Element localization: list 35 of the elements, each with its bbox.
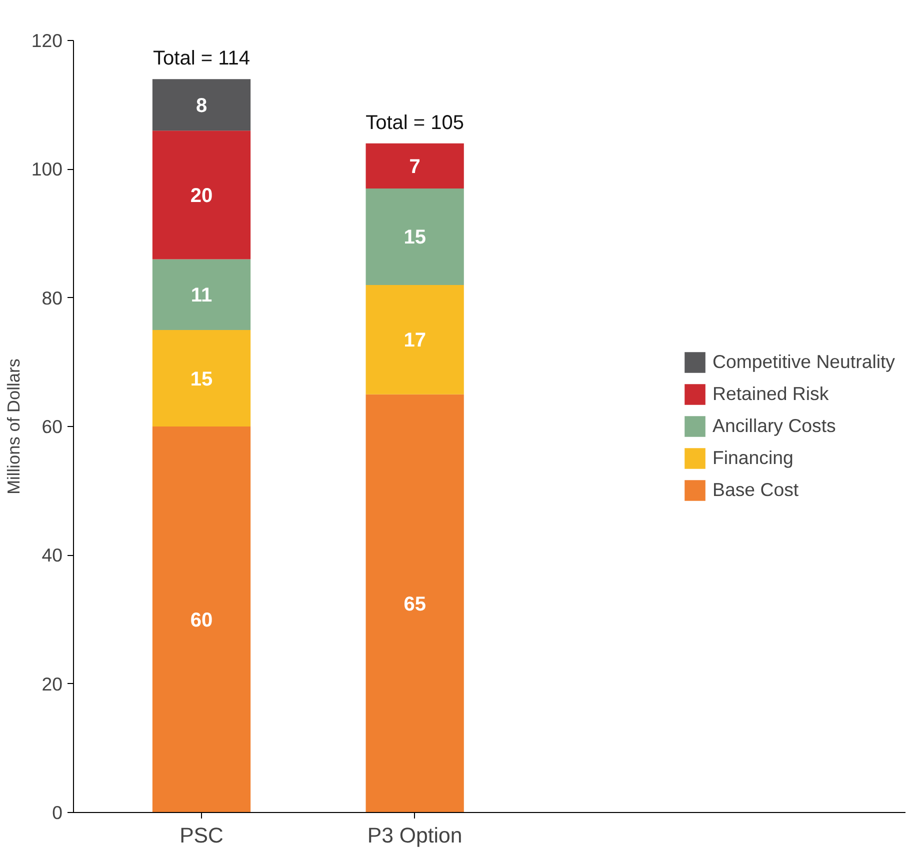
data-label: 65: [404, 593, 426, 616]
legend-label: Retained Risk: [712, 383, 829, 405]
data-label: 60: [190, 610, 213, 632]
bar: [366, 284, 464, 394]
data-label: 15: [190, 368, 213, 390]
x-tick-label: P3 Option: [367, 824, 462, 848]
legend-label: Financing: [712, 447, 794, 469]
y-tick-label: 40: [42, 544, 63, 566]
data-label: 11: [190, 284, 212, 307]
bar: [152, 79, 251, 131]
x-tick-label: PSC: [180, 824, 224, 848]
total-label: Total = 105: [366, 112, 464, 134]
legend-label: Ancillary Costs: [712, 415, 836, 437]
legend-label: Competitive Neutrality: [712, 351, 895, 373]
y-tick-label: 0: [52, 802, 63, 823]
bar: [152, 130, 251, 260]
bar: [152, 259, 251, 330]
data-label: 8: [196, 94, 208, 117]
bar: [366, 143, 464, 188]
bar: [152, 330, 251, 426]
data-label: 7: [409, 156, 420, 178]
y-tick-label: 100: [31, 158, 63, 180]
y-tick-label: 60: [42, 416, 63, 437]
data-label: 20: [190, 184, 213, 207]
bar: [152, 426, 251, 812]
y-tick-label: 120: [31, 30, 63, 51]
y-tick-label: 80: [42, 287, 63, 308]
total-label: Total = 114: [153, 47, 250, 70]
y-tick-label: 20: [42, 673, 63, 694]
data-label: 15: [404, 226, 426, 249]
bar: [366, 394, 464, 812]
y-axis-title: Millions of Dollars: [3, 358, 24, 494]
bar: [366, 188, 464, 285]
legend-label: Base Cost: [712, 479, 799, 501]
data-label: 17: [404, 330, 426, 352]
